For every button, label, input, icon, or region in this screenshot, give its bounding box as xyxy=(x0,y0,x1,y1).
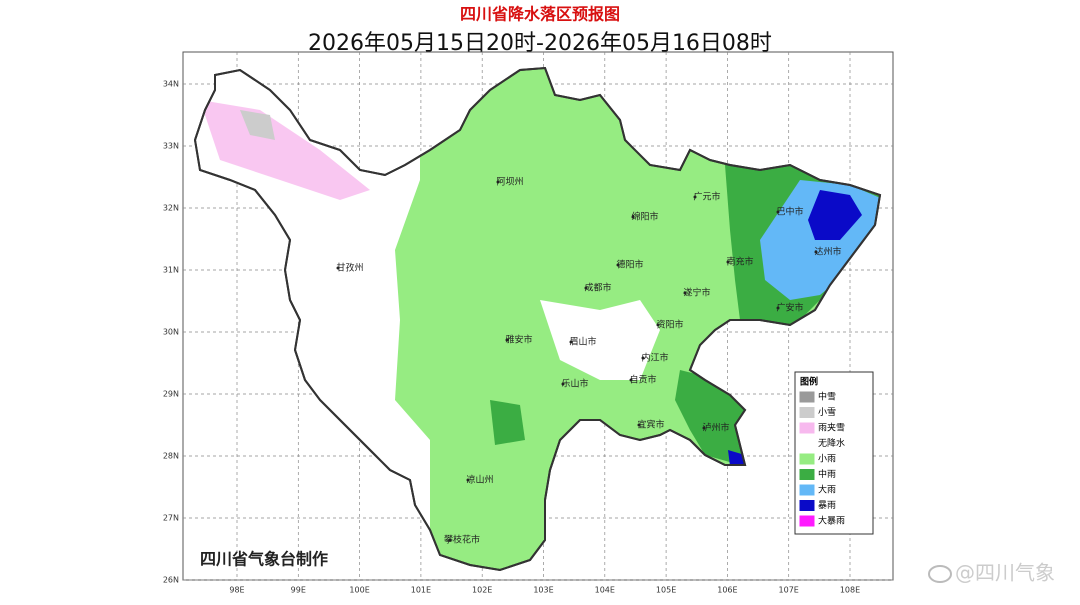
lat-label: 31N xyxy=(163,266,179,275)
rainstorm-area xyxy=(728,450,745,468)
place-label: 甘孜州 xyxy=(336,262,363,274)
place-dot xyxy=(631,215,635,219)
lon-label: 106E xyxy=(717,586,737,595)
place-label: 宜宾市 xyxy=(637,419,664,431)
province-border xyxy=(193,66,882,572)
place-label: 广安市 xyxy=(776,302,803,314)
watermark: @四川气象 xyxy=(928,561,1055,585)
lon-label: 107E xyxy=(779,586,799,595)
place-label: 自贡市 xyxy=(629,374,656,386)
place-dot xyxy=(776,210,780,214)
place-dot xyxy=(641,356,645,360)
place-label: 成都市 xyxy=(584,282,611,294)
lat-label: 26N xyxy=(163,576,179,585)
place-dot xyxy=(702,426,706,430)
place-dot xyxy=(629,378,633,382)
lon-label: 105E xyxy=(656,586,676,595)
place-label: 遂宁市 xyxy=(683,287,710,299)
legend-label: 小雪 xyxy=(818,407,836,418)
place-dot xyxy=(561,382,565,386)
legend-swatch xyxy=(799,391,815,403)
place-dot xyxy=(505,338,509,342)
place-dot xyxy=(466,478,470,482)
legend-label: 无降水 xyxy=(818,437,845,449)
title: 四川省降水落区预报图 xyxy=(460,5,620,24)
lat-label: 29N xyxy=(163,390,179,399)
place-dot xyxy=(693,195,697,199)
legend-label: 中雪 xyxy=(818,391,836,403)
lon-label: 102E xyxy=(472,586,492,595)
legend-swatch xyxy=(799,484,815,496)
place-label: 攀枝花市 xyxy=(444,534,480,546)
place-label: 资阳市 xyxy=(656,319,683,331)
legend-swatch xyxy=(799,407,815,418)
place-label: 巴中市 xyxy=(776,206,803,218)
legend-title: 图例 xyxy=(800,376,818,388)
legend-swatch xyxy=(799,422,815,434)
legend-swatch xyxy=(799,515,815,527)
lat-label: 33N xyxy=(163,142,179,151)
place-dot xyxy=(584,286,588,290)
legend-label: 小雨 xyxy=(818,454,836,465)
place-label: 达州市 xyxy=(814,246,841,258)
place-label: 雅安市 xyxy=(505,334,532,346)
legend-label: 中雨 xyxy=(818,468,836,480)
place-label: 广元市 xyxy=(693,191,720,203)
watermark-icon xyxy=(928,565,952,583)
place-dot xyxy=(656,323,660,327)
place-label: 阿坝州 xyxy=(496,177,523,188)
watermark-text: @四川气象 xyxy=(955,561,1055,585)
moderate-rain-area xyxy=(490,400,525,445)
lat-label: 34N xyxy=(163,80,179,89)
place-dot xyxy=(336,266,340,270)
place-label: 泸州市 xyxy=(702,422,729,434)
place-dot xyxy=(448,538,452,542)
legend-label: 大暴雨 xyxy=(818,515,845,527)
rainstorm-area xyxy=(808,190,862,240)
legend-swatch xyxy=(799,500,815,511)
place-dot xyxy=(637,423,641,427)
lon-label: 100E xyxy=(349,586,369,595)
place-dot xyxy=(569,340,573,344)
place-dot xyxy=(496,180,500,184)
place-label: 南充市 xyxy=(726,256,753,268)
place-label: 乐山市 xyxy=(561,378,588,390)
place-label: 内江市 xyxy=(641,352,668,364)
place-dot xyxy=(616,263,620,267)
lon-label: 98E xyxy=(229,586,244,595)
no-rain-area xyxy=(540,300,660,380)
place-label: 眉山市 xyxy=(569,336,596,348)
lon-label: 103E xyxy=(533,586,553,595)
snow-area xyxy=(240,110,275,140)
lon-label: 99E xyxy=(291,586,306,595)
lat-label: 32N xyxy=(163,204,179,213)
place-dot xyxy=(776,306,780,310)
sleet-area xyxy=(200,100,370,200)
place-label: 凉山州 xyxy=(466,474,493,486)
place-dot xyxy=(726,260,730,264)
place-dot xyxy=(814,250,818,254)
legend-label: 雨夹雪 xyxy=(818,422,845,434)
lat-label: 30N xyxy=(163,328,179,337)
legend-label: 暴雨 xyxy=(818,500,836,511)
lon-label: 104E xyxy=(595,586,615,595)
legend-swatch xyxy=(799,469,815,480)
place-label: 德阳市 xyxy=(616,259,643,271)
place-dot xyxy=(683,291,687,295)
legend-swatch xyxy=(800,438,814,449)
legend-swatch xyxy=(799,453,815,465)
legend-label: 大雨 xyxy=(818,484,836,496)
lon-label: 101E xyxy=(411,586,431,595)
lon-label: 108E xyxy=(840,586,860,595)
credit: 四川省气象台制作 xyxy=(200,550,328,569)
place-label: 绵阳市 xyxy=(631,211,658,223)
lat-label: 28N xyxy=(163,452,179,461)
lat-label: 27N xyxy=(163,514,179,523)
